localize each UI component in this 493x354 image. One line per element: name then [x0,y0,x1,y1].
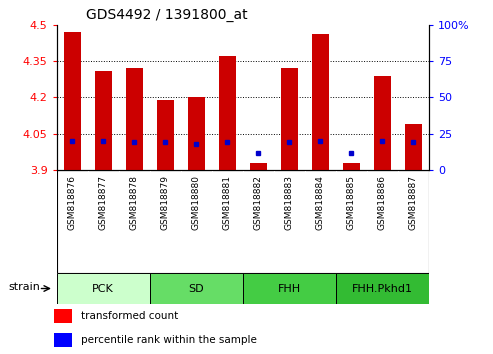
Text: GSM818880: GSM818880 [192,175,201,230]
Text: transformed count: transformed count [81,311,178,321]
Bar [150,273,243,304]
Bar [336,273,429,304]
Bar [250,162,267,170]
Bar [126,68,143,170]
Text: FHH: FHH [278,284,301,293]
Bar [243,273,336,304]
Text: FHH.Pkhd1: FHH.Pkhd1 [352,284,413,293]
Text: PCK: PCK [92,284,114,293]
Text: GSM818878: GSM818878 [130,175,139,230]
Text: GSM818886: GSM818886 [378,175,387,230]
Bar [57,273,150,304]
Text: GSM818884: GSM818884 [316,175,325,230]
Bar [95,71,112,170]
Bar [374,75,391,170]
Text: GSM818879: GSM818879 [161,175,170,230]
Text: GSM818887: GSM818887 [409,175,418,230]
Text: GSM818882: GSM818882 [254,175,263,230]
Bar [188,97,205,170]
Bar [312,34,329,170]
Text: GSM818885: GSM818885 [347,175,356,230]
Bar [54,333,71,347]
Bar [157,100,174,170]
Bar [219,56,236,170]
Bar [405,124,422,170]
Bar [64,32,81,170]
Text: GSM818883: GSM818883 [285,175,294,230]
Text: GDS4492 / 1391800_at: GDS4492 / 1391800_at [86,8,248,22]
Bar [343,162,360,170]
Text: percentile rank within the sample: percentile rank within the sample [81,335,257,345]
Bar [54,309,71,323]
Text: GSM818876: GSM818876 [68,175,77,230]
Bar [281,68,298,170]
Text: SD: SD [188,284,204,293]
Text: GSM818877: GSM818877 [99,175,108,230]
Text: strain: strain [8,282,40,292]
Text: GSM818881: GSM818881 [223,175,232,230]
